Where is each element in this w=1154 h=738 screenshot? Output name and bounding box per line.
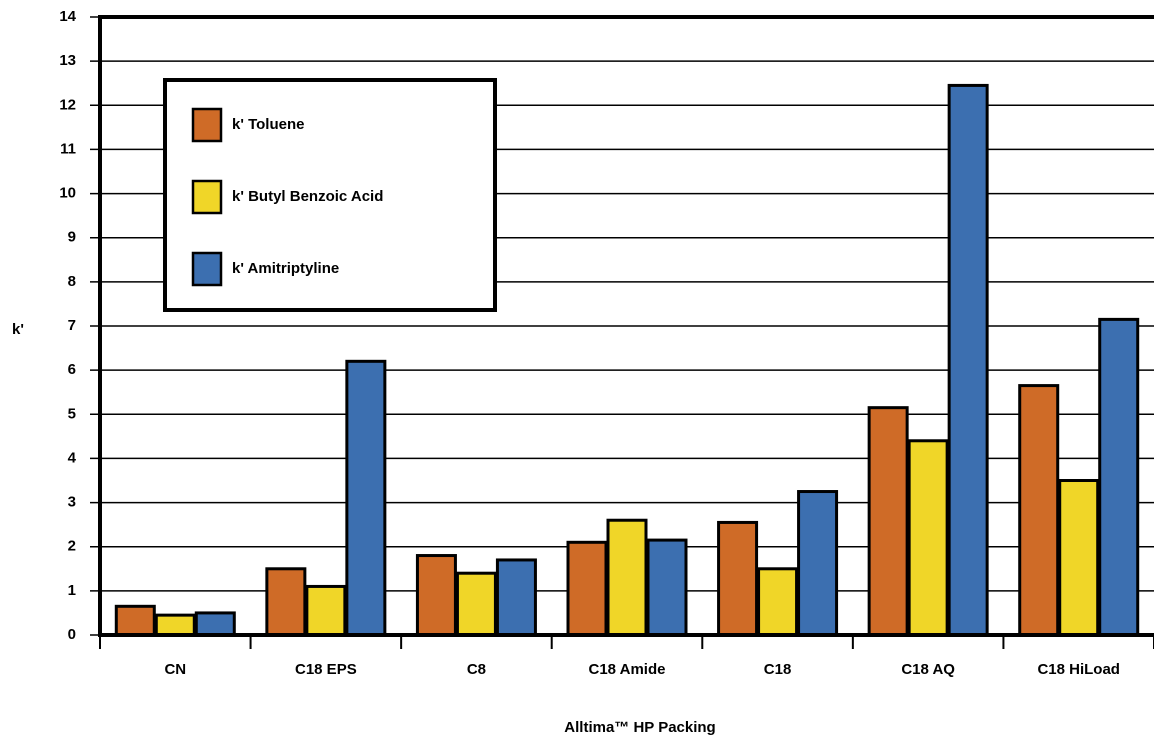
- bar: [495, 558, 537, 637]
- bar: [797, 490, 839, 637]
- x-tick-label: C18 AQ: [901, 661, 955, 678]
- legend-swatch: [191, 179, 223, 215]
- y-tick-label: 12: [59, 96, 76, 113]
- legend-label: k' Toluene: [232, 116, 304, 133]
- y-tick-label: 5: [68, 405, 76, 422]
- bar: [305, 584, 347, 637]
- y-tick-label: 4: [68, 449, 77, 466]
- bar: [947, 83, 989, 637]
- bar: [265, 567, 307, 637]
- bar: [1098, 317, 1140, 637]
- bar: [757, 567, 799, 637]
- bar: [194, 611, 236, 637]
- bar: [455, 571, 497, 637]
- bar: [1058, 479, 1100, 637]
- bar: [717, 520, 759, 637]
- y-tick-label: 9: [68, 229, 76, 246]
- bar: [345, 359, 387, 637]
- bar: [646, 538, 688, 637]
- y-tick-label: 10: [59, 185, 76, 202]
- x-axis-label: Alltima™ HP Packing: [564, 719, 715, 736]
- bar: [154, 613, 196, 637]
- bar: [566, 540, 608, 637]
- legend-label: k' Amitriptyline: [232, 260, 339, 277]
- y-tick-label: 8: [68, 273, 76, 290]
- bar: [606, 518, 648, 637]
- y-tick-label: 0: [68, 626, 76, 643]
- y-tick-label: 6: [68, 361, 76, 378]
- x-tick-label: C8: [467, 661, 486, 678]
- y-axis-label: k': [12, 321, 24, 338]
- y-tick-label: 3: [68, 494, 76, 511]
- x-tick-label: CN: [164, 661, 186, 678]
- bar: [114, 604, 156, 637]
- x-tick-label: C18 HiLoad: [1037, 661, 1120, 678]
- y-tick-label: 11: [60, 140, 76, 157]
- y-tick-label: 1: [68, 582, 76, 599]
- bar: [1018, 384, 1060, 637]
- x-tick-label: C18 EPS: [295, 661, 357, 678]
- y-tick-label: 7: [68, 317, 76, 334]
- legend-swatch: [191, 251, 223, 287]
- y-tick-label: 14: [59, 8, 76, 25]
- legend-label: k' Butyl Benzoic Acid: [232, 188, 383, 205]
- bar: [907, 439, 949, 637]
- y-tick-label: 13: [59, 52, 76, 69]
- x-tick-label: C18: [764, 661, 792, 678]
- bar: [415, 554, 457, 637]
- legend-swatch: [191, 107, 223, 143]
- bar: [867, 406, 909, 637]
- x-tick-label: C18 Amide: [589, 661, 666, 678]
- y-tick-label: 2: [68, 538, 76, 555]
